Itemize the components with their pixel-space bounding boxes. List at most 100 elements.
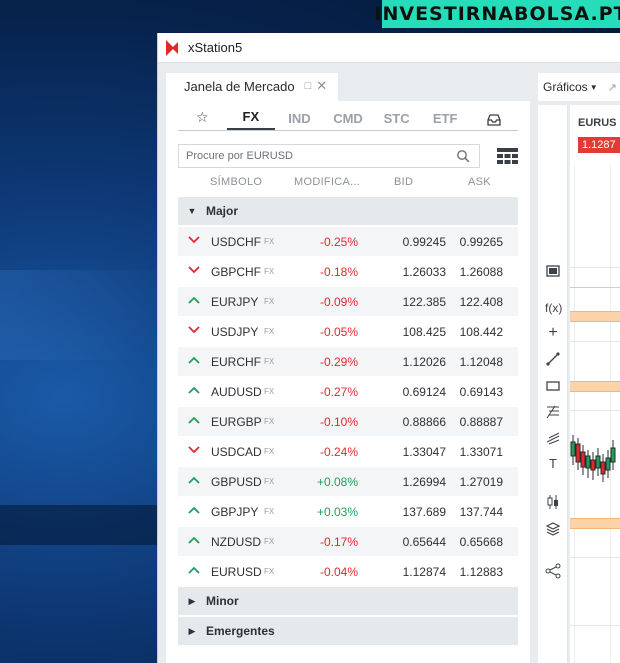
ask-price[interactable]: 122.408 [459,295,503,309]
change-value: -0.05% [319,325,358,339]
market-watch-tab[interactable]: Janela de Mercado □ ✕ [166,73,338,101]
group-label: Major [206,204,239,218]
ask-price[interactable]: 1.27019 [459,475,503,489]
bid-price[interactable]: 1.33047 [402,445,446,459]
indicator-box-icon[interactable] [545,263,561,279]
group-minor[interactable]: ▶ Minor [178,587,518,615]
tab-fx[interactable]: FX [226,108,276,130]
ask-price[interactable]: 0.65668 [459,535,503,549]
bid-price[interactable]: 0.69124 [402,385,446,399]
layers-icon[interactable] [545,521,561,537]
ask-price[interactable]: 1.33071 [459,445,503,459]
change-value: -0.25% [319,235,358,249]
bid-price[interactable]: 0.65644 [402,535,446,549]
ask-price[interactable]: 1.26088 [459,265,503,279]
column-ask[interactable]: ASK [468,176,491,188]
crosshair-icon[interactable]: + [548,324,558,341]
search-icon[interactable] [456,149,470,163]
change-value: -0.17% [319,535,358,549]
arrow-up-icon [188,476,200,484]
bid-price[interactable]: 122.385 [402,295,446,309]
pitchfork-icon[interactable] [545,430,561,446]
trendline-icon[interactable] [545,351,561,367]
group-emerging[interactable]: ▶ Emergentes [178,617,518,645]
caret-right-icon: ▶ [188,625,196,636]
instrument-row-nzdusd[interactable]: NZDUSD FX -0.17% 0.65644 0.65668 [178,527,518,556]
dropdown-icon[interactable]: ▼ [589,82,598,92]
bid-price[interactable]: 1.26994 [402,475,446,489]
drawing-toolbar: f(x) + T [538,105,568,663]
tab-stc[interactable]: STC [383,111,410,126]
maximize-icon[interactable]: □ [304,80,312,92]
favorites-tab[interactable]: ☆ [178,108,227,130]
title-bar: xStation5 [158,33,620,63]
instrument-row-eurjpy[interactable]: EURJPY FX -0.09% 122.385 122.408 [178,287,518,316]
bid-price[interactable]: 1.12874 [402,565,446,579]
star-icon: ☆ [196,109,209,125]
bid-price[interactable]: 0.88866 [402,415,446,429]
share-icon[interactable] [545,563,561,579]
candles-icon[interactable] [545,494,561,510]
charts-tab[interactable]: Gráficos ▼ ↗ [538,73,620,101]
ask-price[interactable]: 0.69143 [459,385,503,399]
instrument-filter-bar: ☆ FX IND CMD STC ETF [178,109,518,131]
ask-price[interactable]: 1.12048 [459,355,503,369]
ask-price[interactable]: 1.12883 [459,565,503,579]
tab-etf[interactable]: ETF [432,111,458,126]
column-headers: SÍMBOLO MODIFICA... BID ASK [178,176,518,192]
tab-cmd[interactable]: CMD [333,111,363,126]
arrow-up-icon [188,386,200,394]
asset-class-badge: FX [264,417,275,426]
column-bid[interactable]: BID [394,176,414,188]
instrument-row-usdcad[interactable]: USDCAD FX -0.24% 1.33047 1.33071 [178,437,518,466]
search-input[interactable] [186,150,446,162]
instrument-row-usdjpy[interactable]: USDJPY FX -0.05% 108.425 108.442 [178,317,518,346]
instrument-row-audusd[interactable]: AUDUSD FX -0.27% 0.69124 0.69143 [178,377,518,406]
ask-price[interactable]: 108.442 [459,325,503,339]
instrument-row-eurgbp[interactable]: EURGBP FX -0.10% 0.88866 0.88887 [178,407,518,436]
fibonacci-icon[interactable] [545,404,561,420]
column-change[interactable]: MODIFICA... [294,176,361,188]
symbol-search[interactable] [178,144,480,168]
instrument-row-eurusd[interactable]: EURUSD FX -0.04% 1.12874 1.12883 [178,557,518,586]
rectangle-icon[interactable] [545,378,561,394]
text-icon[interactable]: T [549,456,557,471]
tab-inbox[interactable] [469,108,518,130]
bid-price[interactable]: 1.26033 [402,265,446,279]
instrument-symbol: USDCAD [211,445,262,459]
asset-class-badge: FX [264,537,275,546]
ask-price[interactable]: 0.99265 [459,235,503,249]
group-major[interactable]: ▼ Major [178,197,518,225]
asset-class-badge: FX [264,357,275,366]
arrow-up-icon [188,416,200,424]
instrument-row-gbpjpy[interactable]: GBPJPY FX +0.03% 137.689 137.744 [178,497,518,526]
column-symbol[interactable]: SÍMBOLO [210,176,263,188]
bid-price[interactable]: 108.425 [402,325,446,339]
group-label: Minor [206,594,239,608]
market-watch-title: Janela de Mercado [184,78,295,94]
fx-icon[interactable]: f(x) [545,301,563,315]
tab-ind[interactable]: IND [288,111,311,126]
charts-title: Gráficos [543,80,588,94]
instrument-symbol: GBPUSD [211,475,262,489]
asset-class-badge: FX [264,297,275,306]
popout-icon[interactable]: ↗ [607,81,617,94]
close-icon[interactable]: ✕ [316,78,328,93]
asset-class-badge: FX [264,327,275,336]
instrument-row-usdchf[interactable]: USDCHF FX -0.25% 0.99245 0.99265 [178,227,518,256]
ask-price[interactable]: 0.88887 [459,415,503,429]
instrument-symbol: USDCHF [211,235,261,249]
instrument-row-gbpusd[interactable]: GBPUSD FX +0.08% 1.26994 1.27019 [178,467,518,496]
bid-price[interactable]: 137.689 [402,505,446,519]
market-watch-panel: Janela de Mercado □ ✕ ☆ FX IND CMD STC E… [166,73,530,663]
chart-canvas[interactable]: EURUS 1.1287 [570,105,620,663]
ask-price[interactable]: 137.744 [459,505,503,519]
arrow-up-icon [188,536,200,544]
change-value: +0.03% [316,505,358,519]
instrument-row-eurchf[interactable]: EURCHF FX -0.29% 1.12026 1.12048 [178,347,518,376]
grid-view-icon[interactable] [497,148,518,164]
instrument-symbol: EURJPY [211,295,259,309]
bid-price[interactable]: 0.99245 [402,235,446,249]
bid-price[interactable]: 1.12026 [402,355,446,369]
instrument-row-gbpchf[interactable]: GBPCHF FX -0.18% 1.26033 1.26088 [178,257,518,286]
